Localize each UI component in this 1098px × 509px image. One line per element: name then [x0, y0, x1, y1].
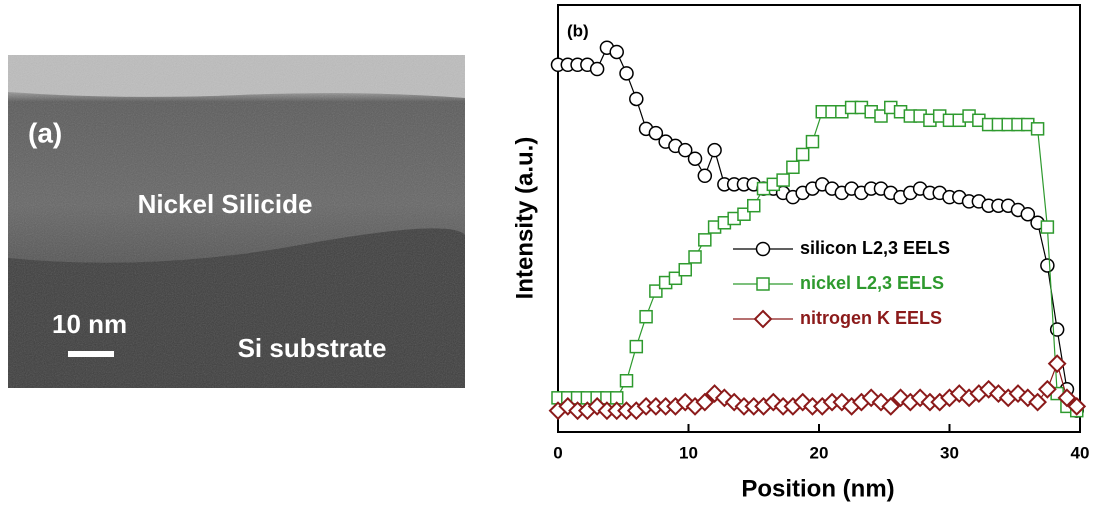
- legend-label: silicon L2,3 EELS: [800, 238, 950, 258]
- marker: [1057, 388, 1077, 408]
- marker: [891, 388, 910, 408]
- panel-label: (b): [567, 21, 589, 40]
- marker: [1040, 220, 1055, 234]
- marker: [589, 61, 605, 77]
- marker: [687, 151, 703, 166]
- marker: [697, 168, 713, 184]
- marker: [714, 388, 734, 408]
- marker: [609, 44, 624, 60]
- x-tick-label: 40: [1071, 443, 1090, 462]
- panel-label: (a): [28, 117, 62, 148]
- marker: [678, 262, 692, 277]
- legend-marker: [753, 309, 773, 329]
- scale-bar: [68, 351, 114, 357]
- marker: [629, 339, 644, 354]
- legend-label: nickel L2,3 EELS: [800, 273, 944, 293]
- marker: [1040, 258, 1055, 273]
- marker: [910, 388, 930, 408]
- marker: [1030, 122, 1045, 136]
- marker: [874, 109, 888, 123]
- legend-label: nitrogen K EELS: [800, 308, 942, 328]
- marker: [776, 173, 790, 187]
- marker: [649, 284, 663, 298]
- tem-image: (a) Nickel Silicide 10 nm Si substrate: [8, 55, 465, 388]
- x-tick-label: 10: [679, 443, 698, 462]
- marker: [832, 392, 852, 412]
- legend-marker: [755, 241, 771, 257]
- marker: [619, 66, 634, 81]
- plot-frame: [557, 4, 1081, 433]
- marker: [688, 250, 702, 264]
- marker: [881, 396, 901, 416]
- x-tick-label: 20: [810, 443, 829, 462]
- marker: [786, 160, 800, 175]
- marker: [629, 91, 644, 107]
- scale-bar-label: 10 nm: [52, 309, 127, 339]
- marker: [1020, 206, 1036, 222]
- x-axis-label: Position (nm): [741, 475, 894, 502]
- legend-marker: [756, 277, 770, 291]
- marker: [1067, 396, 1087, 416]
- marker: [668, 271, 683, 286]
- layer-label: Nickel Silicide: [138, 189, 313, 219]
- series-line: [558, 106, 1077, 412]
- x-tick-label: 30: [940, 443, 959, 462]
- marker: [619, 374, 634, 388]
- marker: [707, 142, 722, 158]
- marker: [677, 142, 693, 158]
- marker: [795, 147, 810, 162]
- marker: [639, 309, 653, 324]
- marker: [805, 134, 820, 149]
- y-axis-label: Intensity (a.u.): [511, 137, 538, 300]
- marker: [698, 233, 712, 247]
- marker: [648, 125, 664, 141]
- marker: [695, 392, 715, 412]
- marker: [1047, 354, 1067, 374]
- marker: [793, 392, 813, 412]
- marker: [1028, 392, 1048, 412]
- marker: [737, 207, 751, 221]
- substrate-label: Si substrate: [238, 333, 387, 363]
- marker: [1037, 379, 1057, 399]
- marker: [989, 384, 1008, 403]
- x-tick-label: 0: [553, 443, 562, 462]
- marker: [747, 198, 761, 213]
